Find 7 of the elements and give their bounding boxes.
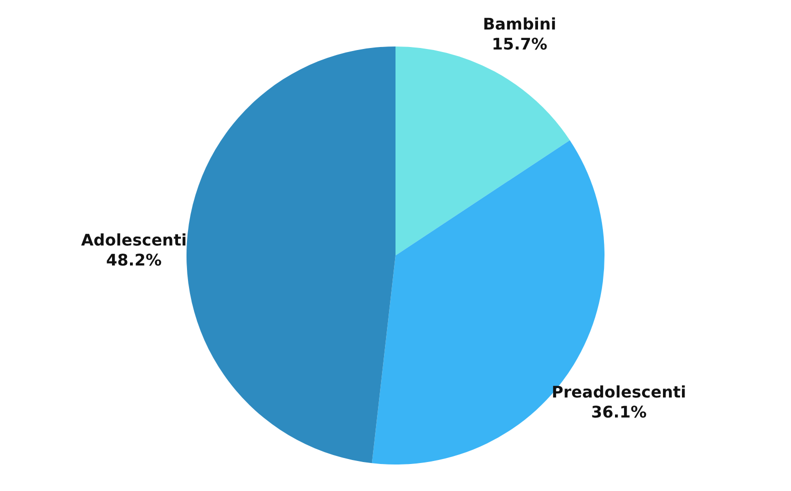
- slice-label: Preadolescenti: [552, 382, 686, 402]
- data-label: 36.1%: [591, 402, 647, 422]
- pie-slice: [186, 46, 396, 464]
- slice-label: Adolescenti: [81, 230, 187, 250]
- data-label: 15.7%: [492, 34, 548, 54]
- slice-label: Bambini: [482, 14, 556, 34]
- data-label: 48.2%: [106, 250, 162, 270]
